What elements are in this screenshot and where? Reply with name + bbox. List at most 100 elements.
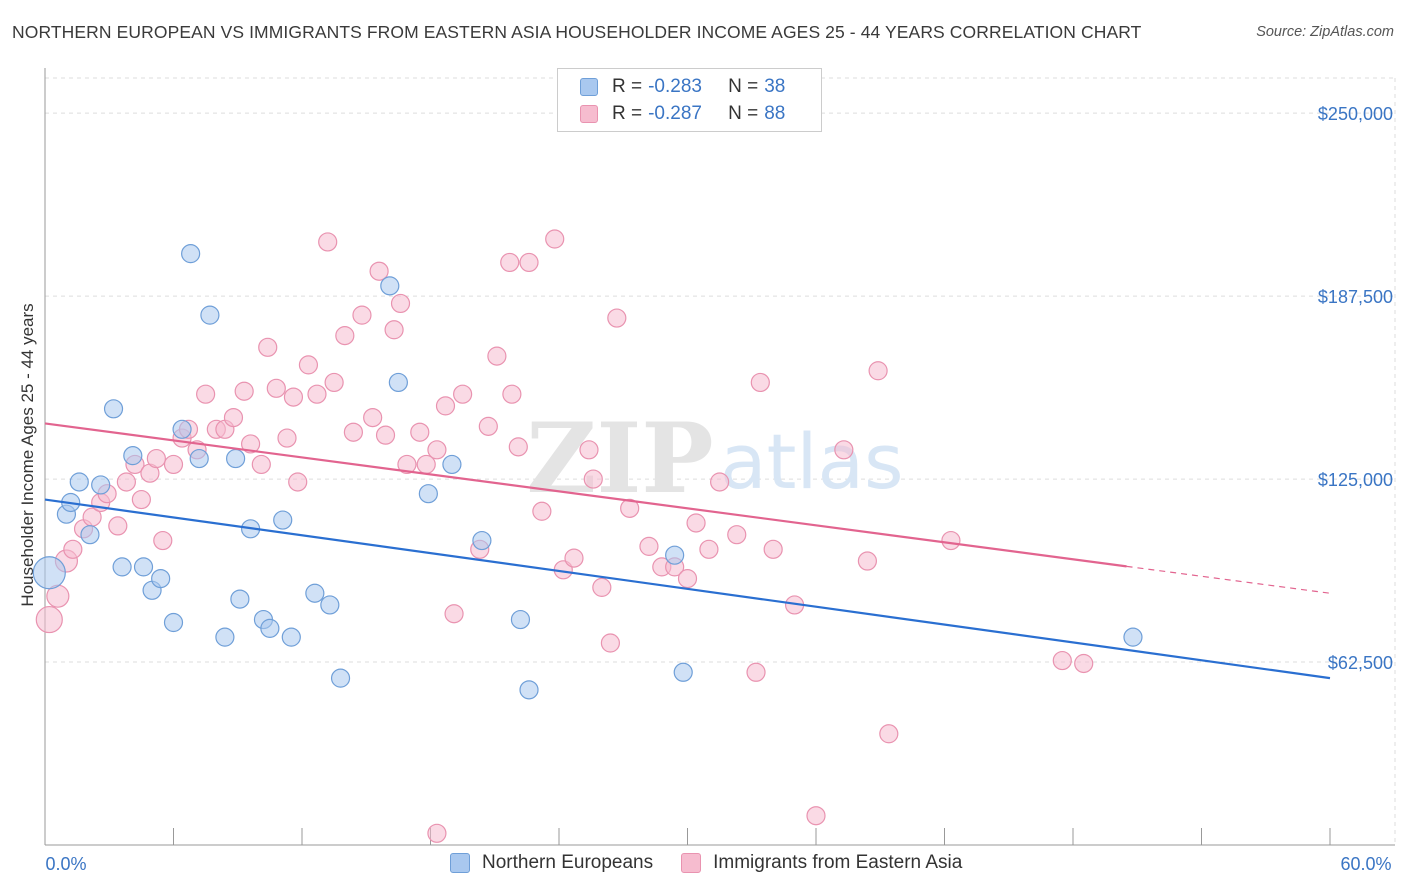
legend-r-label: R = — [612, 103, 643, 124]
data-point — [91, 475, 111, 495]
legend-row-northern-europeans: R = -0.283 N = 38 — [580, 75, 785, 99]
data-point — [35, 605, 63, 634]
data-point — [234, 381, 254, 401]
y-tick-labels: $62,500 $125,000 $187,500 $250,000 — [1318, 104, 1393, 673]
legend-n-value: 38 — [764, 76, 786, 97]
data-point — [133, 557, 154, 577]
x-tick-labels: 0.0% 60.0% — [45, 854, 1391, 874]
data-point — [673, 662, 693, 682]
data-point — [746, 662, 766, 682]
correlation-legend: R = -0.283 N = 38 R = -0.287 N = 88 — [557, 68, 822, 132]
data-point — [607, 308, 627, 328]
legend-n-value: 88 — [764, 103, 786, 124]
data-point — [69, 472, 89, 492]
series-legend-swatch-blue — [450, 853, 470, 873]
data-point — [335, 326, 355, 346]
legend-n-label: N = — [728, 103, 759, 124]
data-point — [478, 416, 498, 436]
legend-r-value: -0.287 — [648, 103, 702, 124]
data-point — [172, 419, 192, 439]
data-point — [686, 513, 706, 533]
data-point — [80, 525, 100, 545]
data-point — [508, 437, 528, 457]
data-point — [834, 440, 854, 460]
chart-title: NORTHERN EUROPEAN VS IMMIGRANTS FROM EAS… — [12, 22, 1142, 42]
data-point — [639, 536, 659, 556]
legend-row-immigrants-eastern-asia: R = -0.287 N = 88 — [580, 102, 785, 126]
data-point — [281, 627, 301, 647]
y-tick-label: $125,000 — [1318, 470, 1393, 490]
data-point — [545, 229, 565, 249]
series-northern-europeans — [32, 244, 1143, 700]
data-point — [1074, 653, 1094, 674]
data-point — [620, 498, 640, 518]
watermark-zip: ZIP — [526, 402, 713, 515]
data-point — [277, 428, 297, 448]
data-point — [472, 530, 492, 551]
data-point — [320, 595, 340, 615]
x-tick-label-min: 0.0% — [45, 854, 86, 874]
trend-line-extension — [1126, 565, 1331, 594]
trend-lines — [44, 422, 1331, 680]
data-point — [251, 454, 271, 475]
data-point — [163, 454, 184, 475]
data-point — [123, 446, 143, 466]
data-point — [189, 448, 209, 469]
data-point — [564, 548, 584, 568]
data-point — [230, 589, 250, 609]
data-point — [1123, 627, 1143, 647]
data-point — [579, 440, 599, 460]
data-point — [384, 320, 404, 340]
data-point — [307, 384, 327, 404]
data-point — [288, 472, 308, 492]
data-point — [103, 399, 124, 419]
data-point — [241, 434, 261, 454]
axes — [44, 68, 1395, 846]
data-point — [196, 384, 216, 404]
data-point — [510, 609, 531, 630]
data-point — [427, 823, 447, 843]
data-point — [273, 510, 293, 530]
watermark-atlas: atlas — [720, 417, 904, 506]
data-point — [380, 276, 400, 296]
series-legend-swatch-pink — [681, 853, 702, 873]
series-legend-item-immigrants-eastern-asia: Immigrants from Eastern Asia — [681, 852, 962, 874]
data-point — [763, 539, 783, 559]
data-point — [131, 489, 151, 510]
data-point — [592, 577, 612, 597]
data-point — [410, 422, 430, 442]
data-point — [163, 612, 184, 633]
data-point — [418, 484, 438, 504]
data-point — [435, 396, 456, 416]
trend-line — [44, 498, 1331, 680]
data-point — [258, 337, 278, 357]
legend-r-value: -0.283 — [648, 76, 702, 97]
data-point — [879, 724, 899, 744]
watermark: ZIP atlas — [526, 402, 903, 515]
data-point — [1052, 650, 1072, 671]
series-legend: Northern Europeans Immigrants from Easte… — [450, 852, 990, 874]
data-point — [397, 454, 417, 475]
data-point — [699, 539, 719, 559]
data-point — [390, 293, 411, 314]
data-point — [116, 472, 136, 492]
data-point — [500, 252, 520, 273]
data-point — [502, 384, 522, 404]
data-point — [388, 372, 408, 393]
data-point — [532, 501, 552, 521]
y-tick-label: $250,000 — [1318, 104, 1393, 124]
data-point — [146, 448, 166, 469]
data-point — [941, 530, 961, 551]
legend-swatch-pink — [580, 105, 598, 123]
data-point — [305, 583, 325, 603]
data-point — [223, 407, 244, 428]
data-point — [63, 539, 83, 559]
legend-r-label: R = — [612, 76, 643, 97]
data-point — [375, 425, 396, 445]
data-point — [343, 422, 363, 442]
data-point — [369, 261, 389, 281]
data-point — [444, 604, 464, 624]
data-point — [583, 469, 603, 489]
data-point — [487, 346, 507, 366]
